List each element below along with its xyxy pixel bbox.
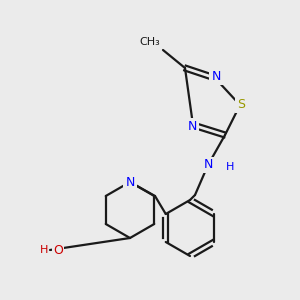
Text: N: N bbox=[187, 119, 197, 133]
Text: H: H bbox=[226, 162, 234, 172]
Text: CH₃: CH₃ bbox=[139, 37, 160, 47]
Text: S: S bbox=[237, 98, 245, 112]
Text: N: N bbox=[203, 158, 213, 172]
Text: N: N bbox=[211, 70, 221, 83]
Text: H: H bbox=[40, 245, 48, 255]
Text: O: O bbox=[53, 244, 63, 257]
Text: N: N bbox=[125, 176, 135, 188]
